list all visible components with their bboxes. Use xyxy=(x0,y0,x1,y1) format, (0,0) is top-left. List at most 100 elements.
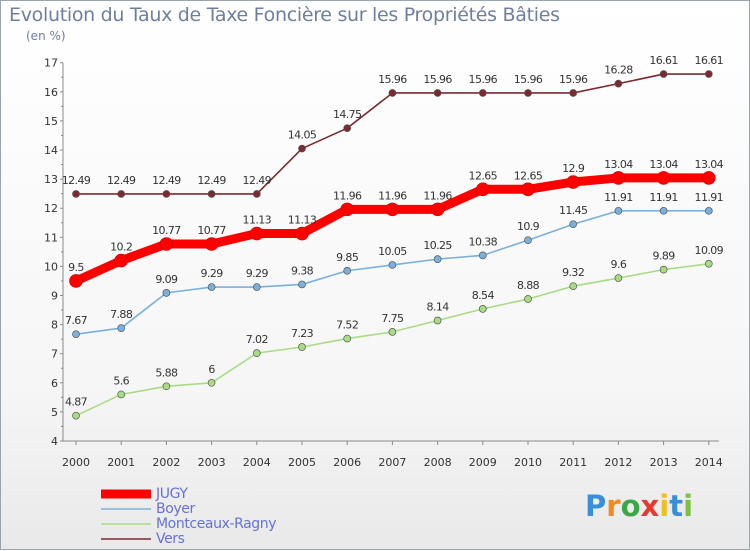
data-point-montceaux-ragny xyxy=(72,411,80,420)
data-label-montceaux-ragny: 8.14 xyxy=(427,301,450,314)
data-label-boyer: 11.91 xyxy=(695,191,724,204)
x-axis-tick-label: 2003 xyxy=(198,456,226,469)
data-label-vers: 15.96 xyxy=(514,73,543,86)
data-label-montceaux-ragny: 9.32 xyxy=(562,266,584,279)
data-label-boyer: 11.91 xyxy=(649,191,678,204)
data-point-montceaux-ragny xyxy=(704,259,713,268)
y-axis-tick-label: 16 xyxy=(44,86,58,99)
x-axis-tick-label: 2012 xyxy=(604,456,632,469)
data-point-boyer xyxy=(162,289,171,297)
data-label-jugy: 12.9 xyxy=(562,162,585,175)
data-point-jugy xyxy=(385,202,400,217)
y-axis-tick-label: 17 xyxy=(44,57,58,70)
data-label-vers: 12.49 xyxy=(243,174,272,187)
data-point-montceaux-ragny xyxy=(478,305,487,313)
x-axis-tick-label: 2010 xyxy=(514,456,542,469)
logo-letter: x xyxy=(640,489,660,523)
data-label-boyer: 7.67 xyxy=(65,314,88,327)
chart-title: Evolution du Taux de Taxe Foncière sur l… xyxy=(9,4,560,26)
data-label-montceaux-ragny: 7.23 xyxy=(291,327,314,340)
data-label-vers: 15.96 xyxy=(378,73,407,86)
y-axis-tick-label: 15 xyxy=(44,115,58,128)
data-label-vers: 15.96 xyxy=(559,73,588,86)
data-point-vers xyxy=(704,70,713,78)
data-point-jugy xyxy=(656,171,671,185)
data-point-montceaux-ragny xyxy=(569,282,578,291)
data-label-jugy: 11.96 xyxy=(423,189,452,202)
data-label-jugy: 11.13 xyxy=(243,214,272,227)
data-label-boyer: 9.85 xyxy=(336,251,359,264)
data-point-montceaux-ragny xyxy=(207,378,216,387)
data-point-boyer xyxy=(433,255,442,263)
data-point-jugy xyxy=(701,171,716,185)
data-label-montceaux-ragny: 9.6 xyxy=(611,258,627,271)
data-point-vers xyxy=(659,70,668,78)
data-label-boyer: 7.88 xyxy=(110,308,133,321)
data-label-montceaux-ragny: 5.88 xyxy=(155,366,178,379)
data-label-montceaux-ragny: 10.09 xyxy=(695,244,724,257)
y-axis-tick-label: 6 xyxy=(51,377,58,390)
y-axis-tick-label: 4 xyxy=(51,435,58,448)
data-label-jugy: 10.77 xyxy=(152,224,181,237)
data-point-boyer xyxy=(72,330,80,339)
data-point-montceaux-ragny xyxy=(433,316,442,325)
data-label-jugy: 10.77 xyxy=(197,224,226,237)
data-label-jugy: 10.2 xyxy=(110,241,132,254)
logo-letter: o xyxy=(620,489,641,523)
data-point-vers xyxy=(524,89,532,97)
data-label-vers: 12.49 xyxy=(107,174,136,187)
data-point-vers xyxy=(298,144,306,153)
data-point-jugy xyxy=(475,182,490,197)
data-label-montceaux-ragny: 8.88 xyxy=(517,279,540,292)
x-axis-tick-label: 2014 xyxy=(695,456,723,469)
data-label-vers: 15.96 xyxy=(469,73,498,86)
data-point-vers xyxy=(72,190,80,198)
data-point-boyer xyxy=(478,251,487,260)
data-point-jugy xyxy=(611,171,626,185)
data-point-montceaux-ragny xyxy=(162,382,171,391)
data-label-boyer: 11.91 xyxy=(604,191,633,204)
logo-letter: t xyxy=(669,489,684,523)
data-label-boyer: 9.38 xyxy=(291,264,314,277)
y-axis-tick-label: 8 xyxy=(51,319,58,332)
y-axis-tick-label: 9 xyxy=(51,290,58,303)
data-label-boyer: 9.09 xyxy=(155,273,178,286)
data-label-montceaux-ragny: 6 xyxy=(208,363,215,376)
data-point-jugy xyxy=(204,237,219,251)
data-label-boyer: 11.45 xyxy=(559,204,588,217)
data-label-vers: 12.49 xyxy=(62,174,91,187)
data-point-montceaux-ragny xyxy=(524,295,532,303)
data-point-vers xyxy=(252,190,261,198)
series-line-montceaux-ragny xyxy=(75,262,710,417)
data-point-jugy xyxy=(114,253,128,268)
data-point-boyer xyxy=(704,206,713,215)
y-axis-tick-label: 5 xyxy=(51,406,58,419)
data-point-boyer xyxy=(343,266,352,275)
data-point-montceaux-ragny xyxy=(388,328,397,336)
data-label-montceaux-ragny: 8.54 xyxy=(472,289,495,302)
y-axis-tick-label: 10 xyxy=(44,260,58,273)
data-label-vers: 14.05 xyxy=(288,129,317,142)
legend-label: Boyer xyxy=(156,501,195,517)
data-point-boyer xyxy=(207,283,216,291)
x-axis-tick-label: 2000 xyxy=(62,456,90,469)
data-label-montceaux-ragny: 7.52 xyxy=(336,319,358,332)
x-axis-tick-label: 2006 xyxy=(333,456,361,469)
data-point-jugy xyxy=(159,237,174,251)
data-label-boyer: 10.38 xyxy=(469,235,498,248)
logo-letter: i xyxy=(683,489,694,523)
data-point-jugy xyxy=(430,202,445,217)
data-point-montceaux-ragny xyxy=(614,274,623,282)
y-axis-tick-label: 11 xyxy=(44,231,58,244)
data-point-montceaux-ragny xyxy=(659,265,668,274)
data-label-montceaux-ragny: 4.87 xyxy=(65,396,88,409)
x-axis-tick-label: 2009 xyxy=(469,456,497,469)
proxiti-logo: Proxiti xyxy=(585,489,693,523)
logo-letter: i xyxy=(659,489,670,523)
data-label-jugy: 9.5 xyxy=(68,261,84,274)
data-label-vers: 14.75 xyxy=(333,108,362,121)
data-point-boyer xyxy=(252,283,261,291)
x-axis-tick-label: 2004 xyxy=(243,456,271,469)
data-point-montceaux-ragny xyxy=(343,334,352,343)
